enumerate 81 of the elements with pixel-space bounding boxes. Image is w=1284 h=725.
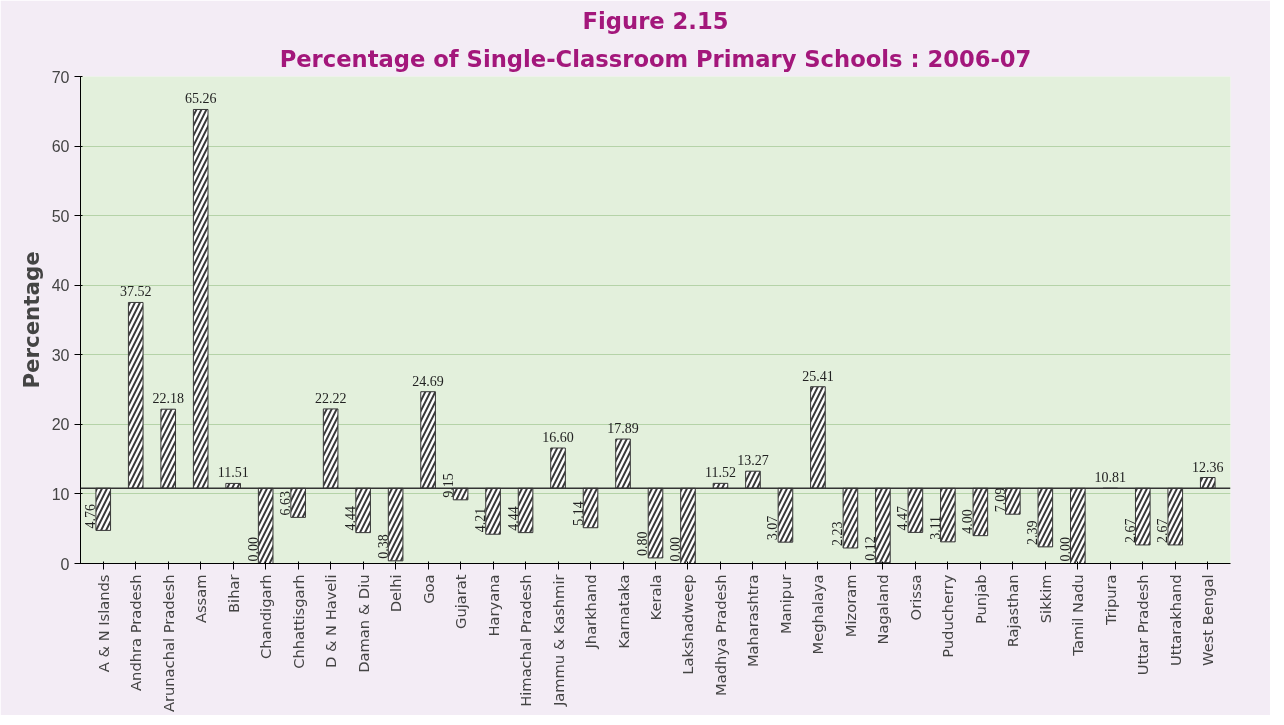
x-tick-label: Lakshadweep xyxy=(679,574,697,675)
data-label: 2.39 xyxy=(1025,520,1041,545)
chart-subtitle: Percentage of Single-Classroom Primary Schools : 2006-07 xyxy=(279,45,1032,72)
data-label: 6.63 xyxy=(278,490,294,516)
data-label: 2.23 xyxy=(830,521,846,546)
x-tick-label: Himachal Pradesh xyxy=(517,574,535,707)
x-tick-label: Tamil Nadu xyxy=(1069,574,1087,657)
x-tick-label: Orissa xyxy=(906,574,924,621)
x-tick-label: Andhra Pradesh xyxy=(127,574,145,691)
x-tick-label: Jammu & Kashmir xyxy=(549,573,567,708)
data-label: 4.00 xyxy=(960,509,976,534)
y-tick-label: 60 xyxy=(51,138,70,156)
x-tick-label: Meghalaya xyxy=(809,574,827,655)
data-label: 0.80 xyxy=(635,531,651,556)
y-tick-label: 70 xyxy=(51,68,70,86)
x-tick-label: Jharkhand xyxy=(582,574,600,650)
x-tick-label: Chhattisgarh xyxy=(289,574,307,669)
x-tick-label: Uttar Pradesh xyxy=(1134,574,1152,676)
data-label: 10.81 xyxy=(1094,470,1127,486)
data-label: 24.69 xyxy=(412,373,444,389)
x-tick-label: Gujarat xyxy=(452,574,470,629)
data-label: 9.15 xyxy=(440,473,456,498)
x-tick-label: Goa xyxy=(419,574,437,604)
data-label: 11.51 xyxy=(217,465,249,481)
data-label: 11.52 xyxy=(704,465,736,481)
x-tick-label: Manipur xyxy=(776,573,794,635)
chart-title: Figure 2.15 xyxy=(582,7,729,34)
x-tick-label: D & N Haveli xyxy=(322,574,340,668)
x-tick-label: Bihar xyxy=(224,573,242,613)
y-tick-label: 50 xyxy=(51,207,70,225)
x-tick-label: Assam xyxy=(192,574,210,624)
x-tick-label: Tripura xyxy=(1101,574,1119,626)
x-tick-label: Chandigarh xyxy=(257,574,275,660)
y-tick-label: 40 xyxy=(51,277,70,295)
data-label: 22.22 xyxy=(314,390,347,406)
y-axis-title: Percentage xyxy=(18,251,44,389)
data-label: 4.47 xyxy=(895,505,911,531)
data-label: 4.21 xyxy=(473,507,489,533)
x-tick-label: Nagaland xyxy=(874,574,892,645)
x-tick-label: Madhya Pradesh xyxy=(711,574,729,696)
y-tick-label: 30 xyxy=(51,346,70,364)
y-tick-label: 0 xyxy=(60,555,70,573)
data-label: 65.26 xyxy=(184,91,217,107)
x-tick-label: Mizoram xyxy=(841,574,859,638)
x-tick-label: Rajasthan xyxy=(1004,574,1022,648)
x-tick-label: Sikkim xyxy=(1036,574,1054,624)
data-label: 0.00 xyxy=(245,537,261,562)
data-label: 13.27 xyxy=(737,453,769,469)
data-label: 4.76 xyxy=(83,503,99,529)
x-tick-label: Delhi xyxy=(387,574,405,613)
data-label: 0.38 xyxy=(375,534,391,559)
data-label: 25.41 xyxy=(802,368,834,384)
x-tick-label: Uttarakhand xyxy=(1166,574,1184,667)
data-label: 2.67 xyxy=(1155,518,1171,543)
data-label: 17.89 xyxy=(607,421,639,437)
data-label: 3.07 xyxy=(765,515,781,541)
data-label: 2.67 xyxy=(1122,518,1138,543)
data-label: 7.09 xyxy=(992,487,1008,513)
data-label: 0.00 xyxy=(1057,537,1073,562)
data-label: 0.12 xyxy=(862,536,878,561)
x-tick-label: Arunachal Pradesh xyxy=(159,574,177,712)
data-label: 0.00 xyxy=(667,537,683,562)
y-tick-label: 10 xyxy=(51,485,70,503)
x-tick-label: Karnataka xyxy=(614,574,632,649)
data-label: 4.44 xyxy=(505,506,521,531)
data-label: 16.60 xyxy=(542,430,574,446)
data-label: 3.11 xyxy=(927,515,943,540)
x-tick-label: Puducherry xyxy=(939,574,957,658)
x-tick-label: Maharashtra xyxy=(744,574,762,668)
data-label: 12.36 xyxy=(1192,459,1224,475)
data-label: 37.52 xyxy=(119,284,152,300)
data-label: 4.44 xyxy=(343,506,359,531)
y-tick-label: 20 xyxy=(51,416,70,434)
x-tick-label: West Bengal xyxy=(1199,574,1217,666)
x-tick-label: A & N Islands xyxy=(94,574,112,673)
x-tick-label: Punjab xyxy=(971,574,989,625)
x-tick-label: Kerala xyxy=(647,574,664,621)
data-label: 22.18 xyxy=(152,391,184,407)
x-tick-label: Daman & Diu xyxy=(354,574,372,673)
data-label: 5.14 xyxy=(570,501,586,526)
x-tick-label: Haryana xyxy=(484,574,502,637)
